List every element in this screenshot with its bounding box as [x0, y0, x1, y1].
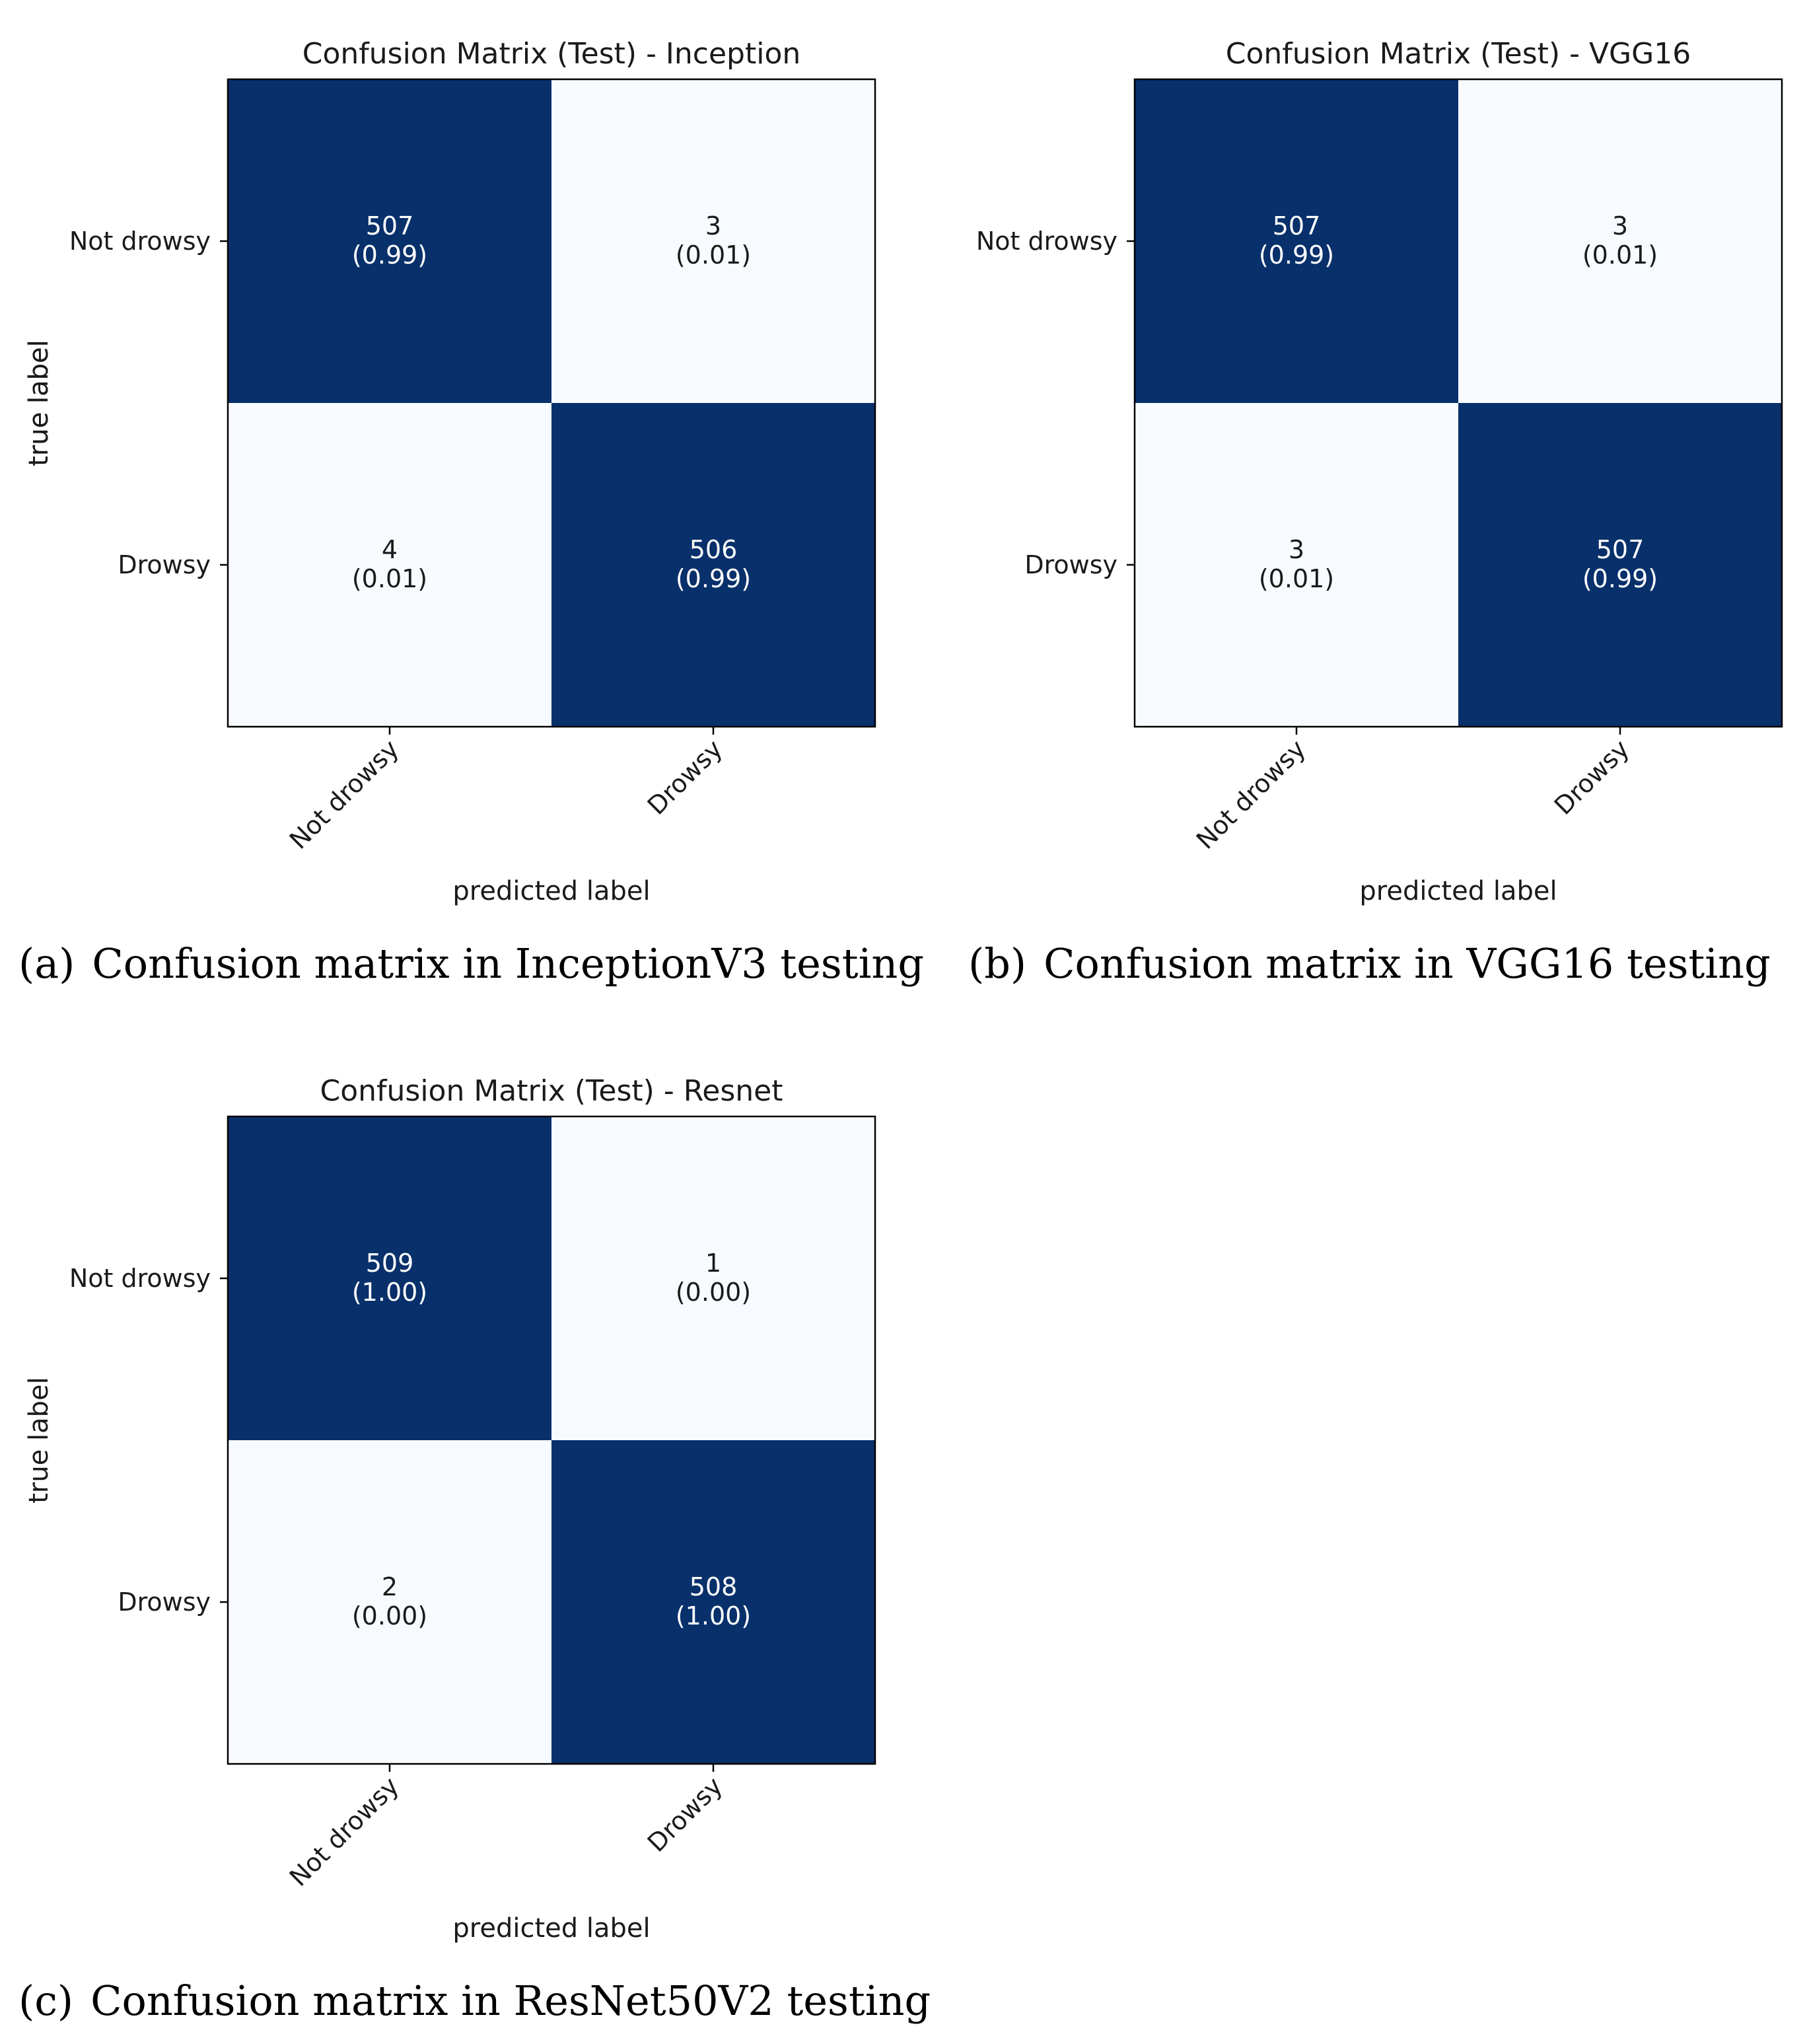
matrix-cell — [551, 1440, 875, 1764]
cell-fraction-label: (1.00) — [676, 1601, 751, 1630]
cell-fraction-label: (0.01) — [1582, 240, 1658, 270]
cell-fraction-label: (0.99) — [352, 240, 427, 270]
cell-fraction-label: (0.00) — [352, 1601, 427, 1630]
chart-title: Confusion Matrix (Test) - Resnet — [320, 1074, 783, 1108]
matrix-cell — [1458, 403, 1782, 727]
cell-fraction-label: (0.01) — [1259, 564, 1334, 593]
caption-text: Confusion matrix in VGG16 testing — [1044, 939, 1771, 988]
x-tick-label: Drowsy — [642, 1771, 728, 1858]
x-axis-label: predicted label — [452, 1913, 650, 1944]
x-tick-label: Drowsy — [1549, 734, 1635, 821]
caption-text: Confusion matrix in ResNet50V2 testing — [90, 1977, 931, 2025]
matrix-cell — [551, 1116, 875, 1440]
cell-count-label: 3 — [1612, 211, 1628, 240]
confusion-matrix-panel-3: Confusion Matrix (Test) - Resnet509(1.00… — [18, 1074, 931, 2025]
x-tick-label: Drowsy — [642, 734, 728, 821]
matrix-cell — [1135, 403, 1458, 727]
cell-count-label: 507 — [1273, 211, 1321, 240]
matrix-cell — [228, 79, 551, 403]
cell-count-label: 2 — [382, 1572, 398, 1601]
caption-label: (a) — [18, 939, 75, 988]
y-tick-label: Drowsy — [118, 1588, 211, 1617]
cell-fraction-label: (0.01) — [676, 240, 751, 270]
matrix-cell — [551, 79, 875, 403]
cell-fraction-label: (0.00) — [676, 1278, 751, 1307]
y-axis-label: true label — [24, 340, 54, 466]
cell-count-label: 4 — [382, 535, 398, 564]
y-tick-label: Not drowsy — [976, 227, 1117, 256]
cell-fraction-label: (0.01) — [352, 564, 427, 593]
cell-count-label: 509 — [366, 1249, 414, 1278]
cell-count-label: 3 — [1289, 535, 1304, 564]
x-tick-label: Not drowsy — [284, 1771, 405, 1892]
caption-text: Confusion matrix in InceptionV3 testing — [92, 939, 924, 988]
chart-title: Confusion Matrix (Test) - VGG16 — [1226, 37, 1691, 71]
chart-title: Confusion Matrix (Test) - Inception — [302, 37, 801, 71]
cell-count-label: 507 — [1596, 535, 1645, 564]
plot-frame — [227, 1115, 876, 1765]
y-tick-label: Not drowsy — [69, 227, 211, 256]
y-tick-label: Drowsy — [1024, 550, 1117, 579]
matrix-cell — [228, 1440, 551, 1764]
cell-fraction-label: (0.99) — [1582, 564, 1658, 593]
cell-count-label: 507 — [366, 211, 414, 240]
y-tick-label: Drowsy — [118, 550, 211, 579]
y-tick-label: Not drowsy — [69, 1264, 211, 1293]
cell-fraction-label: (1.00) — [352, 1278, 427, 1307]
confusion-matrix-panel-1: Confusion Matrix (Test) - Inception507(0… — [18, 37, 924, 988]
x-axis-label: predicted label — [1359, 876, 1557, 906]
x-axis-label: predicted label — [452, 876, 650, 906]
y-axis-label: true label — [24, 1377, 54, 1504]
matrix-cell — [228, 403, 551, 727]
cell-count-label: 1 — [705, 1249, 721, 1278]
caption-label: (b) — [968, 939, 1026, 988]
plot-frame — [227, 78, 876, 728]
confusion-matrix-panel-2: Confusion Matrix (Test) - VGG16507(0.99)… — [24, 37, 1783, 988]
figure-caption: (b) Confusion matrix in VGG16 testing — [968, 939, 1771, 988]
cell-fraction-label: (0.99) — [1259, 240, 1334, 270]
matrix-cell — [1135, 79, 1458, 403]
cell-count-label: 3 — [705, 211, 721, 240]
x-tick-label: Not drowsy — [284, 734, 405, 855]
figure-caption: (a) Confusion matrix in InceptionV3 testi… — [18, 939, 924, 988]
matrix-cell — [551, 403, 875, 727]
matrix-cell — [1458, 79, 1782, 403]
cell-count-label: 506 — [690, 535, 738, 564]
matrix-cell — [228, 1116, 551, 1440]
plot-frame — [1133, 78, 1783, 728]
cell-count-label: 508 — [690, 1572, 738, 1601]
figure-caption: (c) Confusion matrix in ResNet50V2 testin… — [18, 1977, 931, 2025]
caption-label: (c) — [18, 1977, 73, 2025]
y-axis-label: true label — [24, 340, 54, 466]
x-tick-label: Not drowsy — [1191, 734, 1312, 855]
cell-fraction-label: (0.99) — [676, 564, 751, 593]
